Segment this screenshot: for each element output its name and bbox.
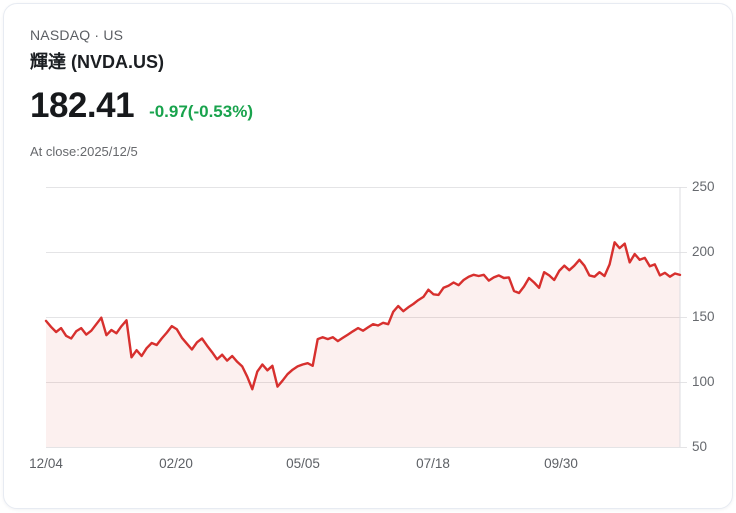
price-chart-svg xyxy=(44,187,687,448)
price-change: -0.97(-0.53%) xyxy=(149,102,253,121)
stock-quote-card: NASDAQ · US 輝達 (NVDA.US) 182.41 -0.97(-0… xyxy=(3,3,733,509)
x-axis-tick-label: 07/18 xyxy=(416,456,450,471)
price-chart[interactable] xyxy=(44,187,687,448)
at-close-timestamp: At close:2025/12/5 xyxy=(30,144,138,159)
x-axis-tick-label: 05/05 xyxy=(286,456,320,471)
y-axis-tick-label: 150 xyxy=(692,309,715,324)
x-axis-tick-label: 12/04 xyxy=(29,456,63,471)
y-axis-tick-label: 250 xyxy=(692,179,715,194)
y-axis-tick-label: 200 xyxy=(692,244,715,259)
y-axis-tick-label: 100 xyxy=(692,374,715,389)
x-axis-tick-label: 09/30 xyxy=(544,456,578,471)
exchange-line: NASDAQ · US xyxy=(30,27,124,43)
x-axis-tick-label: 02/20 xyxy=(159,456,193,471)
stock-title: 輝達 (NVDA.US) xyxy=(30,52,164,72)
last-price: 182.41 xyxy=(30,86,135,125)
y-axis-tick-label: 50 xyxy=(692,439,708,454)
price-row: 182.41 -0.97(-0.53%) xyxy=(30,88,253,123)
